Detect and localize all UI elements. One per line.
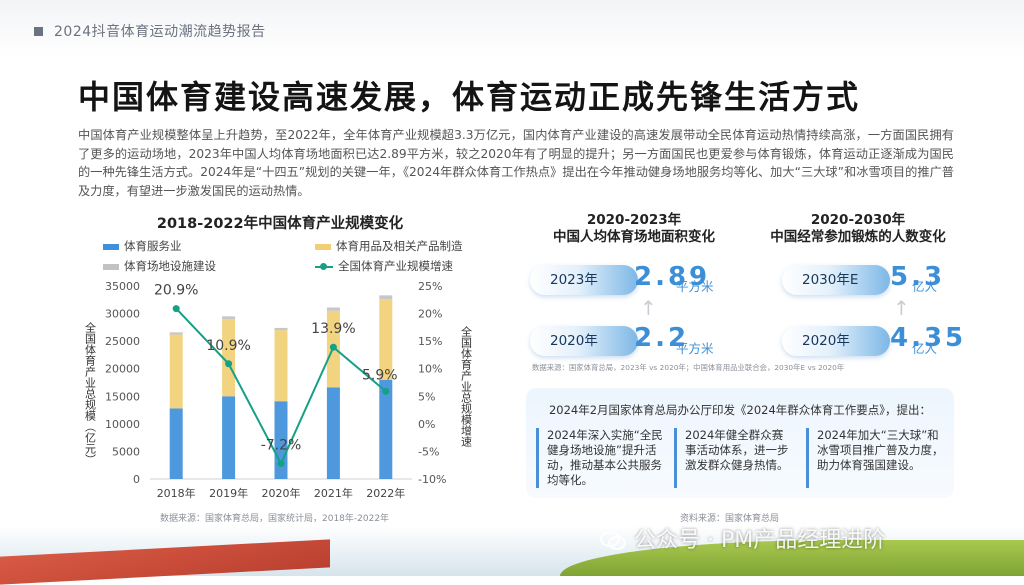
bar-segment xyxy=(274,401,288,479)
bar-segment xyxy=(274,327,288,331)
policy-card: 2024年深入实施“全民健身场地设施”提升活动，推动基本公共服务均等化。 xyxy=(536,428,666,488)
y-tick-label: 10000 xyxy=(105,418,140,431)
bar-segment xyxy=(326,387,340,479)
x-tick-label: 2022年 xyxy=(366,486,405,500)
bar-segment xyxy=(169,332,183,335)
policy-card: 2024年健全群众赛事活动体系，进一步激发群众健身热情。 xyxy=(674,428,794,488)
policy-title: 2024年2月国家体育总局办公厅印发《2024年群众体育工作要点》，提出： xyxy=(548,403,932,417)
y-tick-label: 5000 xyxy=(112,445,140,458)
area-value-2020: 2.2 xyxy=(634,323,690,353)
x-tick-label: 2018年 xyxy=(157,486,196,500)
growth-data-label: -7.2% xyxy=(261,438,302,454)
y2-tick-label: 25% xyxy=(418,280,442,293)
area-stats-title: 2020-2023年 中国人均体育场地面积变化 xyxy=(553,212,715,245)
y2-tick-label: 5% xyxy=(418,390,435,403)
people-value-2020: 4.35 xyxy=(890,323,967,353)
report-title: 2024抖音体育运动潮流趋势报告 xyxy=(54,24,266,40)
bar-segment xyxy=(326,307,340,311)
y2-tick-label: 10% xyxy=(418,363,442,376)
y-tick-label: 30000 xyxy=(105,308,140,321)
area-year-pill-2020: 2020年 xyxy=(530,326,638,356)
legend-swatch xyxy=(103,263,119,270)
legend-item-growth: 全国体育产业规模增速 xyxy=(315,258,453,274)
people-year-pill-2030: 2030年E xyxy=(782,265,890,295)
growth-point xyxy=(277,460,285,468)
watermark: 公众号 · PM产品经理进阶 xyxy=(600,522,885,554)
stats-source: 数据来源：国家体育总局，2023年 vs 2020年；中国体育用品业联合会，20… xyxy=(532,364,845,373)
growth-data-label: 20.9% xyxy=(154,283,198,299)
bar-segment xyxy=(222,396,236,479)
intro-paragraph: 中国体育产业规模整体呈上升趋势，至2022年，全年体育产业规模超3.3万亿元，国… xyxy=(78,128,954,198)
bar-segment xyxy=(379,379,393,479)
growth-point xyxy=(172,305,180,313)
policy-panel: 2024年2月国家体育总局办公厅印发《2024年群众体育工作要点》，提出： 20… xyxy=(526,388,954,498)
legend-item-service: 体育服务业 xyxy=(103,238,182,254)
bar-segment xyxy=(222,316,236,320)
wechat-icon xyxy=(600,531,626,550)
bar-segment xyxy=(379,295,393,300)
y2-tick-label: 0% xyxy=(418,418,435,431)
y-tick-label: 20000 xyxy=(105,363,140,376)
people-stats-title: 2020-2030年 中国经常参加锻炼的人数变化 xyxy=(770,212,946,245)
y2-tick-label: -10% xyxy=(418,473,446,486)
policy-card: 2024年加大“三大球”和冰雪项目推广普及力度，助力体育强国建设。 xyxy=(806,428,944,488)
people-year-pill-2020: 2020年 xyxy=(782,326,890,356)
legend-swatch xyxy=(103,243,119,250)
bar-segment xyxy=(169,408,183,479)
chart-title: 2018-2022年中国体育产业规模变化 xyxy=(156,216,404,232)
legend-swatch xyxy=(315,243,331,250)
area-unit-2023: 平方米 xyxy=(676,279,714,294)
bar-segment xyxy=(222,319,236,397)
y2-tick-label: -5% xyxy=(418,445,439,458)
people-unit-2020: 亿人 xyxy=(912,341,938,356)
top-bar: 2024抖音体育运动潮流趋势报告 xyxy=(0,0,1024,58)
bar-segment xyxy=(274,330,288,402)
growth-data-label: 5.9% xyxy=(362,367,398,383)
bar-segment xyxy=(169,334,183,409)
y2-tick-label: 20% xyxy=(418,308,442,321)
bar-segment xyxy=(379,299,393,380)
growth-data-label: 13.9% xyxy=(311,321,355,337)
y2-tick-label: 15% xyxy=(418,335,442,348)
legend-item-venue: 体育场地设施建设 xyxy=(103,258,216,274)
y-tick-label: 35000 xyxy=(105,280,140,293)
chart-source: 数据来源：国家体育总局，国家统计局，2018年-2022年 xyxy=(160,514,390,524)
up-arrow-icon: ↑ xyxy=(640,296,657,320)
legend-item-goods: 体育用品及相关产品制造 xyxy=(315,238,463,254)
x-tick-label: 2021年 xyxy=(314,486,353,500)
growth-point xyxy=(225,360,233,368)
chart-legend: 体育服务业 体育用品及相关产品制造 体育场地设施建设 全国体育产业规模增速 xyxy=(103,236,503,276)
page-headline: 中国体育建设高速发展，体育运动正成先锋生活方式 xyxy=(78,78,861,116)
y-axis-label: 全国体育产业总规模（亿元） xyxy=(84,321,97,465)
policy-source: 资料来源：国家体育总局 xyxy=(680,514,780,524)
area-year-pill-2023: 2023年 xyxy=(530,265,638,295)
growth-data-label: 10.9% xyxy=(206,338,250,354)
people-unit-2030: 亿人 xyxy=(912,279,938,294)
y-tick-label: 15000 xyxy=(105,390,140,403)
growth-point xyxy=(382,387,390,395)
area-unit-2020: 平方米 xyxy=(676,341,714,356)
up-arrow-icon: ↑ xyxy=(893,296,910,320)
y-tick-label: 25000 xyxy=(105,335,140,348)
people-value-2030: 5.3 xyxy=(890,262,946,292)
growth-point xyxy=(329,343,337,351)
x-tick-label: 2019年 xyxy=(209,486,248,500)
y-tick-label: 0 xyxy=(133,473,140,486)
x-tick-label: 2020年 xyxy=(262,486,301,500)
area-value-2023: 2.89 xyxy=(634,262,711,292)
y2-axis-label: 全国体育产业总规模增速 xyxy=(460,325,473,447)
legend-line xyxy=(315,262,333,270)
header-square-icon xyxy=(34,27,43,36)
